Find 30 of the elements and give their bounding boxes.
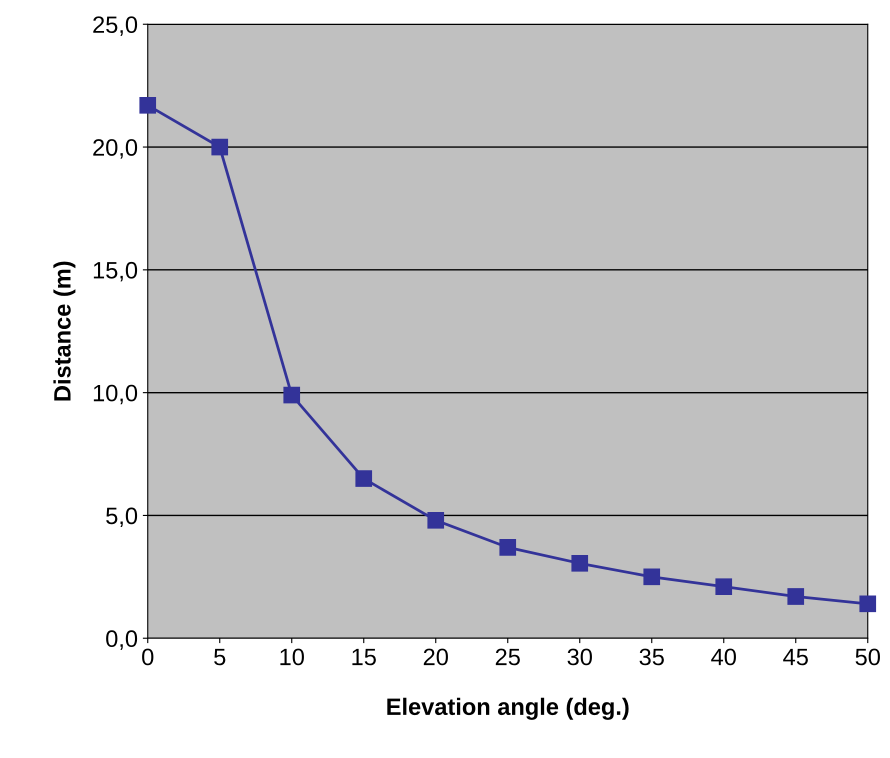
- point: [787, 588, 804, 605]
- x-axis-title: Elevation angle (deg.): [387, 698, 629, 720]
- point: [427, 512, 444, 529]
- point: [499, 539, 516, 556]
- x-tick-label: 45: [783, 648, 808, 666]
- point: [211, 138, 228, 156]
- y-tick-label: 5,0: [106, 508, 138, 528]
- y-tick-label: 0,0: [106, 630, 138, 650]
- x-tick-label: 20: [424, 648, 448, 666]
- point: [571, 554, 588, 572]
- x-tick-label: 35: [640, 648, 664, 666]
- point: [283, 386, 300, 404]
- point: [139, 96, 156, 114]
- point: [355, 470, 372, 487]
- x-tick-label: 15: [352, 648, 376, 666]
- y-tick-label: 25,0: [93, 16, 138, 36]
- x-tick-label: 10: [280, 648, 304, 666]
- point: [715, 578, 732, 595]
- x-tick-label: 40: [711, 648, 736, 666]
- x-tick-label: 5: [214, 648, 226, 666]
- x-tick-label: 25: [496, 648, 520, 666]
- y-tick-label: 20,0: [93, 139, 138, 159]
- x-tick-label: 50: [856, 648, 880, 666]
- y-tick-label: 15,0: [94, 262, 138, 282]
- x-tick-label: 30: [568, 648, 592, 666]
- y-tick-label: 10,0: [94, 384, 138, 404]
- x-tick-label: 0: [142, 648, 154, 666]
- point: [643, 568, 660, 586]
- point: [859, 596, 876, 612]
- y-axis-title: Distance (m): [53, 262, 76, 401]
